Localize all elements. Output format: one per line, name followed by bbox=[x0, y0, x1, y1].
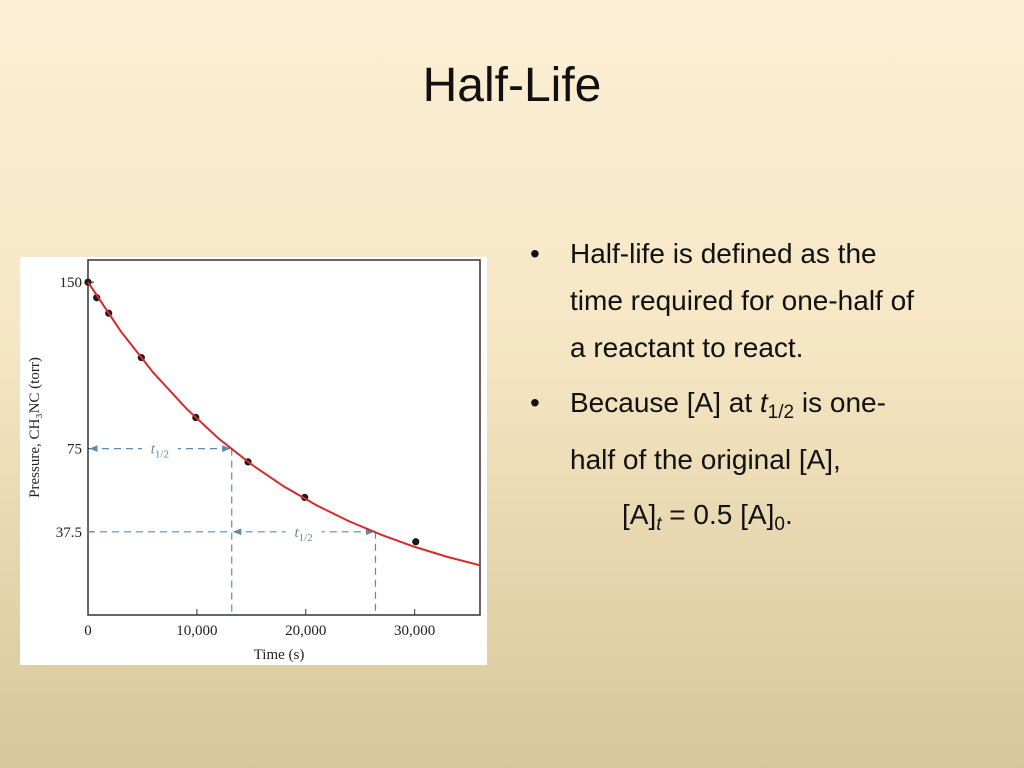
label-bg bbox=[141, 437, 178, 458]
bullet: Because [A] at t1/2 is one-half of the o… bbox=[530, 379, 930, 483]
label-sub: 1/2 bbox=[299, 532, 313, 544]
label-bg bbox=[285, 520, 322, 541]
bullet-list: Half-life is defined as the time require… bbox=[530, 230, 930, 548]
text-run: Because [A] at bbox=[570, 387, 760, 418]
text-run: 1/2 bbox=[767, 402, 795, 423]
half-life-label: t1/2 bbox=[294, 525, 312, 544]
text-run: = 0.5 [A] bbox=[661, 499, 775, 530]
text-run: [A] bbox=[622, 499, 657, 530]
plot-frame bbox=[87, 259, 481, 616]
equation: [A]t = 0.5 [A]0. bbox=[530, 491, 930, 548]
x-tick-label: 30,000 bbox=[394, 623, 435, 639]
chart-background bbox=[20, 257, 487, 665]
x-tick-label: 0 bbox=[84, 623, 92, 639]
fit-curve bbox=[87, 281, 481, 567]
slide-title: Half-Life bbox=[422, 59, 602, 112]
label-sub: 1/2 bbox=[155, 449, 169, 461]
text-run: Half-life is defined as the time require… bbox=[570, 238, 914, 363]
y-tick-label: 37.5 bbox=[56, 525, 82, 541]
text-run: 0 bbox=[774, 514, 785, 535]
x-tick-label: 20,000 bbox=[285, 623, 326, 639]
data-point bbox=[412, 538, 420, 546]
text-run: t bbox=[759, 387, 768, 418]
chart: 0 10,000 20,000 30,000 37.5 75 150 Time (s) Pres… bbox=[20, 257, 487, 665]
x-axis-label: Time (s) bbox=[254, 647, 305, 663]
label-t: t bbox=[151, 442, 156, 458]
y-tick-label: 150 bbox=[60, 275, 83, 291]
x-tick-label: 10,000 bbox=[176, 623, 217, 639]
text-run: t bbox=[656, 514, 662, 535]
y-tick-label: 75 bbox=[67, 442, 82, 458]
text-run: . bbox=[784, 499, 793, 530]
y-axis-label: Pressure, CH₃NC (torr) bbox=[27, 357, 43, 498]
text-run: is one-half of the original [A], bbox=[570, 387, 886, 475]
label-t: t bbox=[294, 525, 299, 541]
half-life-label: t1/2 bbox=[151, 442, 169, 461]
bullet: Half-life is defined as the time require… bbox=[530, 230, 930, 371]
